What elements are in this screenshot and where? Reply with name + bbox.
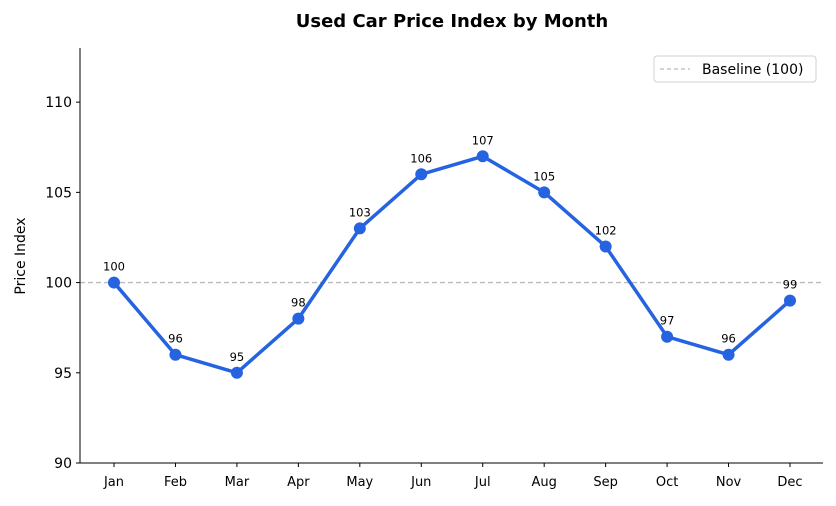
y-tick-label: 90 [54,456,72,472]
data-label: 100 [103,260,125,274]
data-point [108,276,120,289]
x-tick-label: May [346,475,373,490]
data-point [538,186,551,199]
y-axis-label: Price Index [13,217,29,294]
data-label: 96 [721,332,736,346]
x-tick-label: Jul [474,475,491,490]
y-tick-label: 100 [45,276,72,292]
data-label: 97 [660,314,675,328]
series-line [112,154,792,375]
data-point [230,366,243,379]
data-label: 103 [349,205,371,219]
y-tick-label: 105 [45,185,72,201]
y-tick-label: 110 [45,95,72,111]
data-point [722,348,735,361]
data-label: 96 [168,332,183,346]
data-label: 99 [783,278,798,292]
data-point [292,312,305,325]
chart-title: Used Car Price Index by Month [296,11,608,32]
x-tick-label: Oct [656,475,678,490]
x-tick-label: Apr [287,475,310,490]
data-label: 106 [410,151,432,165]
data-label: 102 [595,223,617,237]
x-tick-label: Nov [716,475,742,490]
data-point [476,150,489,163]
data-point [784,294,796,307]
data-label: 95 [230,350,245,364]
x-tick-label: Aug [531,475,556,490]
legend-baseline-label: Baseline (100) [702,62,803,78]
x-tick-label: Feb [164,475,187,490]
data-label: 98 [291,296,306,310]
x-tick-label: Jun [410,475,431,490]
legend: Baseline (100) [653,55,817,83]
x-tick-label: Dec [777,475,802,490]
x-tick-label: Jan [103,475,124,490]
y-tick-label: 95 [54,366,72,382]
data-label: 105 [533,169,555,183]
x-tick-label: Sep [593,475,618,490]
data-point [169,348,182,361]
data-label: 107 [472,133,494,147]
data-point [599,240,612,253]
data-point [353,222,366,235]
data-point [415,168,428,181]
x-tick-label: Mar [225,475,250,490]
data-point [661,330,674,343]
